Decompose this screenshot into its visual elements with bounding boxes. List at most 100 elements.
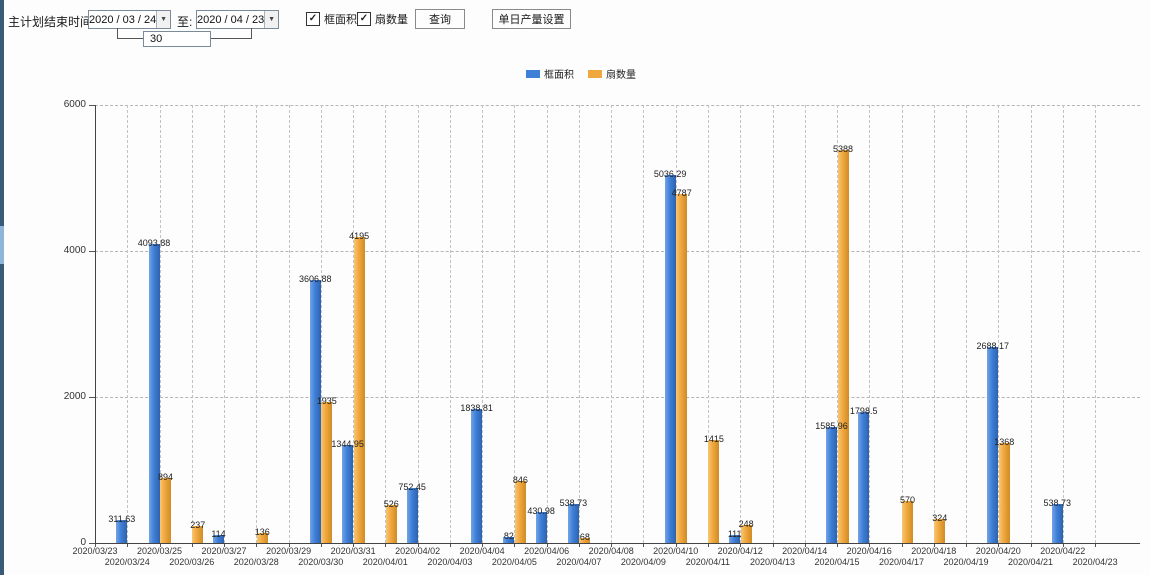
bar-fan-count[interactable]: [514, 481, 526, 543]
bar-frame-area[interactable]: [342, 444, 354, 543]
y-axis-tick: [89, 543, 95, 544]
bar-frame-area[interactable]: [567, 503, 579, 543]
x-gridline: [95, 105, 96, 543]
end-date-picker[interactable]: 2020 / 04 / 23 ▼: [196, 10, 279, 29]
x-gridline: [611, 105, 613, 543]
y-gridline: [95, 397, 1140, 398]
bar-fan-count[interactable]: [934, 519, 946, 543]
legend-item-frame-area: 框面积: [526, 66, 574, 81]
fan-count-checkbox-box[interactable]: ✓: [357, 12, 371, 26]
x-axis-tick: [353, 543, 355, 547]
x-axis-tick: [578, 543, 580, 547]
bar-fan-count[interactable]: [998, 443, 1010, 543]
bar-frame-area[interactable]: [116, 520, 128, 543]
x-tick-label: 2020/04/07: [556, 557, 602, 567]
daily-output-settings-button[interactable]: 单日产量设置: [492, 9, 571, 29]
frame-area-checkbox-box[interactable]: ✓: [306, 12, 320, 26]
x-tick-label: 2020/04/04: [459, 546, 505, 556]
x-gridline: [546, 105, 548, 543]
x-tick-label: 2020/04/23: [1072, 557, 1118, 567]
x-tick-label: 2020/04/03: [427, 557, 473, 567]
bar-frame-area[interactable]: [826, 427, 837, 543]
bar-frame-area[interactable]: [858, 411, 870, 543]
x-axis-line: [95, 543, 1140, 544]
connector-line: [251, 28, 252, 38]
bar-fan-count[interactable]: [837, 149, 849, 543]
x-tick-label: 2020/04/15: [814, 557, 860, 567]
bar-fan-count[interactable]: [256, 533, 268, 543]
bar-frame-area[interactable]: [406, 488, 418, 543]
x-tick-label: 2020/03/29: [266, 546, 312, 556]
x-axis-tick: [127, 543, 129, 547]
end-date-dropdown-icon[interactable]: ▼: [264, 11, 278, 28]
bar-fan-count[interactable]: [353, 236, 365, 543]
x-axis-tick: [1030, 543, 1032, 547]
bar-frame-area[interactable]: [729, 534, 741, 543]
to-label: 至:: [177, 15, 193, 29]
bar-frame-area[interactable]: [535, 511, 547, 543]
x-axis-tick: [998, 543, 1000, 547]
x-tick-label: 2020/04/09: [620, 557, 666, 567]
x-tick-label: 2020/04/01: [362, 557, 408, 567]
x-tick-label: 2020/03/25: [136, 546, 183, 556]
chart-legend: 框面积 扇数量: [526, 66, 636, 81]
x-tick-label: 2020/03/28: [233, 557, 279, 567]
interval-days-input[interactable]: 30: [143, 31, 211, 47]
start-date-picker[interactable]: 2020 / 03 / 24 ▼: [88, 10, 171, 29]
x-gridline: [933, 105, 935, 543]
connector-line: [204, 38, 252, 39]
x-axis-tick: [514, 543, 516, 547]
x-axis-tick: [1062, 543, 1064, 547]
start-date-value: 2020 / 03 / 24: [89, 13, 157, 26]
x-tick-label: 2020/03/24: [104, 557, 150, 567]
bar-fan-count[interactable]: [321, 401, 333, 543]
x-tick-label: 2020/04/06: [524, 546, 570, 556]
x-tick-label: 2020/04/20: [975, 546, 1021, 556]
x-gridline: [482, 105, 484, 543]
bar-frame-area[interactable]: [987, 346, 999, 543]
x-gridline: [740, 105, 742, 543]
bar-fan-count[interactable]: [579, 538, 591, 543]
x-tick-label: 2020/04/13: [749, 557, 796, 567]
x-tick-label: 2020/04/17: [878, 557, 925, 567]
bar-fan-count[interactable]: [902, 501, 913, 543]
x-tick-label: 2020/04/21: [1007, 557, 1054, 567]
x-axis-tick: [546, 543, 548, 547]
bar-frame-area[interactable]: [471, 408, 483, 543]
bar-frame-area[interactable]: [309, 279, 321, 543]
bar-fan-count[interactable]: [708, 439, 720, 543]
bar-frame-area[interactable]: [664, 175, 676, 543]
bar-frame-area[interactable]: [503, 537, 515, 543]
legend-label-fan-count: 扇数量: [606, 70, 636, 81]
bar-frame-area[interactable]: [213, 534, 224, 543]
fan-count-checkbox[interactable]: ✓ 扇数量: [357, 11, 408, 27]
x-tick-label: 2020/04/14: [782, 546, 828, 556]
bar-frame-area[interactable]: [1051, 503, 1063, 543]
end-time-label: 主计划结束时间:: [8, 15, 96, 29]
bar-fan-count[interactable]: [192, 525, 204, 543]
x-tick-label: 2020/04/02: [395, 546, 441, 556]
x-gridline: [224, 105, 225, 543]
bar-fan-count[interactable]: [160, 477, 171, 543]
x-axis-tick: [804, 543, 806, 547]
bar-frame-area[interactable]: [148, 244, 160, 543]
x-axis-tick: [933, 543, 935, 547]
x-axis-tick: [966, 543, 967, 547]
x-tick-label: 2020/03/23: [72, 546, 118, 556]
query-button[interactable]: 查询: [415, 9, 465, 29]
start-date-dropdown-icon[interactable]: ▼: [156, 11, 170, 28]
x-tick-label: 2020/04/08: [588, 546, 634, 556]
bar-fan-count[interactable]: [385, 504, 397, 543]
bar-fan-count[interactable]: [740, 524, 752, 543]
bar-fan-count[interactable]: [676, 193, 688, 543]
query-button-label: 查询: [429, 14, 451, 26]
daily-output-settings-label: 单日产量设置: [498, 14, 565, 26]
x-gridline: [127, 105, 129, 543]
x-axis-tick: [95, 543, 96, 547]
frame-area-checkbox[interactable]: ✓ 框面积: [306, 11, 357, 27]
y-tick-label: 2000: [63, 391, 86, 402]
x-axis-tick: [643, 543, 645, 547]
x-axis-tick: [288, 543, 290, 547]
